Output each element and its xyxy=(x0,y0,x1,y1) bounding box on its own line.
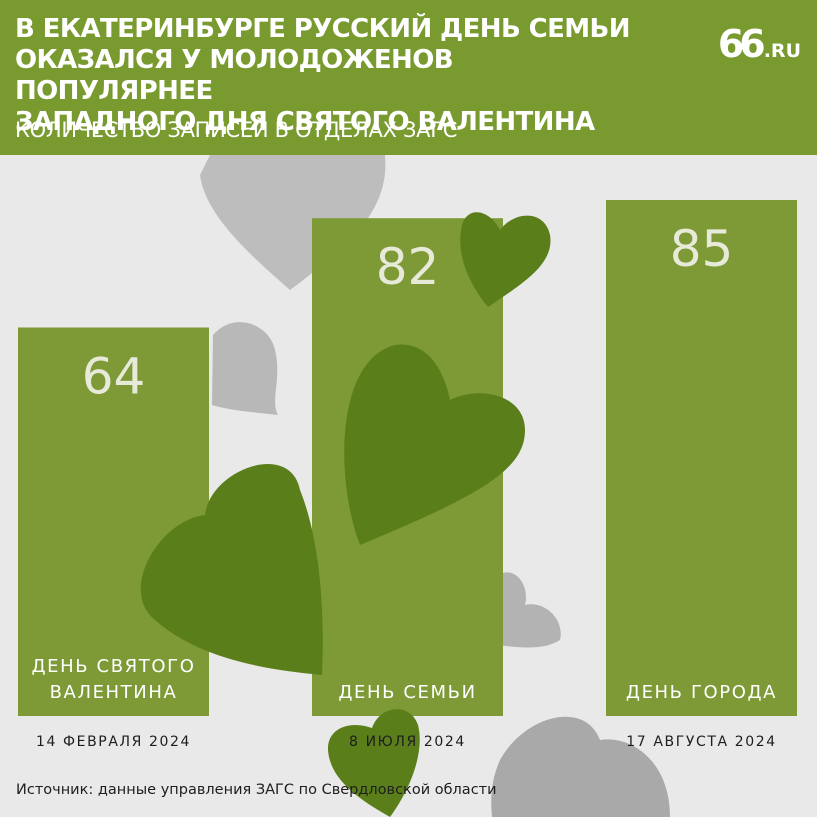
date-label: 8 ИЮЛЯ 2024 xyxy=(349,734,466,750)
source-note: Источник: данные управления ЗАГС по Свер… xyxy=(16,782,497,798)
background-decoration xyxy=(200,155,670,817)
logo-domain: .RU xyxy=(763,40,801,62)
bars-layer xyxy=(18,200,797,716)
chart-subtitle: КОЛИЧЕСТВО ЗАПИСЕЙ В ОТДЕЛАХ ЗАГС xyxy=(15,118,458,142)
date-label: 17 АВГУСТА 2024 xyxy=(626,734,777,750)
logo-number: 66 xyxy=(717,22,766,66)
hearts-decoration xyxy=(140,212,551,817)
date-label: 14 ФЕВРАЛЯ 2024 xyxy=(36,734,191,750)
grey-heart-decoration xyxy=(200,155,386,290)
heart-decoration xyxy=(460,212,551,307)
value-label: 82 xyxy=(376,238,440,296)
category-label: ДЕНЬ СЕМЬИ xyxy=(338,682,476,703)
value-label: 85 xyxy=(670,220,734,278)
value-label: 64 xyxy=(82,347,146,405)
bar xyxy=(606,200,797,716)
grey-heart-decoration xyxy=(212,322,278,415)
grey-heart-decoration xyxy=(498,572,561,648)
header-banner: В ЕКАТЕРИНБУРГЕ РУССКИЙ ДЕНЬ СЕМЬИ ОКАЗА… xyxy=(0,0,817,155)
category-label: ДЕНЬ СВЯТОГО ВАЛЕНТИНА xyxy=(32,656,196,703)
heart-decoration xyxy=(140,464,323,675)
category-label: ДЕНЬ ГОРОДА xyxy=(626,682,777,703)
labels-layer: 64 ДЕНЬ СВЯТОГО ВАЛЕНТИНА 14 ФЕВРАЛЯ 2024 82… xyxy=(32,220,777,750)
heart-decoration xyxy=(327,709,420,817)
heart-decoration xyxy=(344,344,525,545)
bar xyxy=(18,327,209,716)
site-logo[interactable]: 66 .RU xyxy=(718,22,801,66)
chart-title: В ЕКАТЕРИНБУРГЕ РУССКИЙ ДЕНЬ СЕМЬИ ОКАЗА… xyxy=(15,14,631,137)
grey-heart-decoration xyxy=(491,716,670,817)
